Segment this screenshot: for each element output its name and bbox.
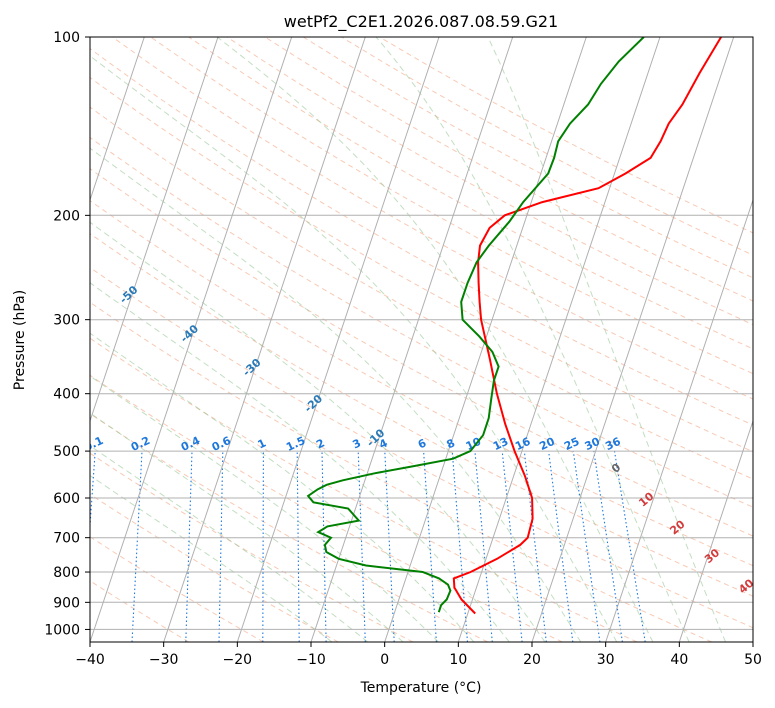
dry-adiabat — [90, 266, 753, 629]
isotherm-line — [605, 198, 753, 642]
axes: −40 −30 −20 −10 0 10 20 30 40 50 100 200 300 400 500 60… — [44, 30, 762, 668]
dry-adiabat — [90, 76, 753, 453]
isotherm-line — [457, 37, 661, 642]
mixing-ratio-line — [593, 451, 623, 642]
moist-adiabat — [90, 282, 510, 642]
mixing-ratio-label: 13 — [491, 435, 510, 453]
y-tick-label: 500 — [53, 444, 80, 460]
isotherm-line — [163, 37, 366, 642]
isotherm-line — [236, 37, 440, 642]
x-tick-label: −10 — [296, 652, 326, 668]
mixing-ratio-label: 10 — [464, 435, 484, 453]
isotherm-line — [678, 419, 753, 642]
y-tick-label: 900 — [53, 595, 80, 611]
isotherm-line — [90, 37, 293, 642]
dewpoint-profile-line — [306, 37, 645, 613]
x-tick-label: 10 — [449, 652, 467, 668]
y-tick-label: 1000 — [44, 622, 80, 638]
x-tick-label: 0 — [380, 652, 389, 668]
dry-adiabat — [90, 136, 753, 508]
mixing-ratio-line — [572, 451, 601, 642]
mixing-ratio-line — [548, 451, 574, 642]
moist-adiabat — [90, 375, 439, 642]
x-axis-title: Temperature (°C) — [360, 680, 482, 696]
y-axis-title: Pressure (hPa) — [12, 290, 28, 390]
y-tick-label: 300 — [53, 313, 80, 329]
isotherm-line — [310, 37, 514, 642]
mixing-ratio-label: 20 — [537, 435, 557, 453]
x-tick-label: −30 — [149, 652, 179, 668]
mixing-ratio-label: 25 — [562, 435, 581, 453]
chart-title: wetPf2_C2E1.2026.087.08.59.G21 — [284, 12, 558, 32]
x-tick-label: 20 — [523, 652, 541, 668]
dry-adiabat — [112, 37, 753, 400]
moist-adiabat — [90, 221, 546, 642]
dry-adiabat — [90, 413, 488, 642]
moist-adiabat — [375, 37, 690, 642]
moist-adiabat — [216, 37, 654, 642]
isotherm-line — [90, 37, 145, 202]
y-tick-label: 800 — [53, 565, 80, 581]
dry-adiabat — [90, 337, 638, 642]
dry-adiabat — [264, 37, 753, 302]
mixing-ratio-line — [613, 451, 646, 642]
y-tick-label: 400 — [53, 387, 80, 403]
dry-adiabat — [90, 536, 264, 642]
mixing-ratio-label: 16 — [513, 435, 533, 453]
x-tick-label: −40 — [75, 652, 105, 668]
x-tick-label: −20 — [223, 652, 253, 668]
x-tick-label: 50 — [744, 652, 762, 668]
dry-adiabat — [90, 168, 753, 537]
dry-adiabat — [188, 37, 753, 350]
y-tick-label: 100 — [53, 30, 80, 46]
moist-adiabat — [90, 412, 404, 642]
moist-adiabat — [90, 474, 333, 642]
moist-adiabat — [487, 37, 727, 642]
y-tick-label: 600 — [53, 491, 80, 507]
x-tick-label: 40 — [670, 652, 688, 668]
dry-adiabat — [90, 301, 712, 642]
isotherm-line — [90, 37, 219, 423]
isotherm-line — [531, 37, 735, 642]
x-tick-label: 30 — [597, 652, 615, 668]
temperature-profile-line — [452, 37, 722, 615]
y-tick-label: 700 — [53, 531, 80, 547]
mixing-ratio-label: 36 — [603, 435, 623, 453]
y-tick-label: 200 — [53, 208, 80, 224]
plot-frame — [89, 36, 754, 643]
mixing-ratio-label: 30 — [583, 435, 603, 453]
